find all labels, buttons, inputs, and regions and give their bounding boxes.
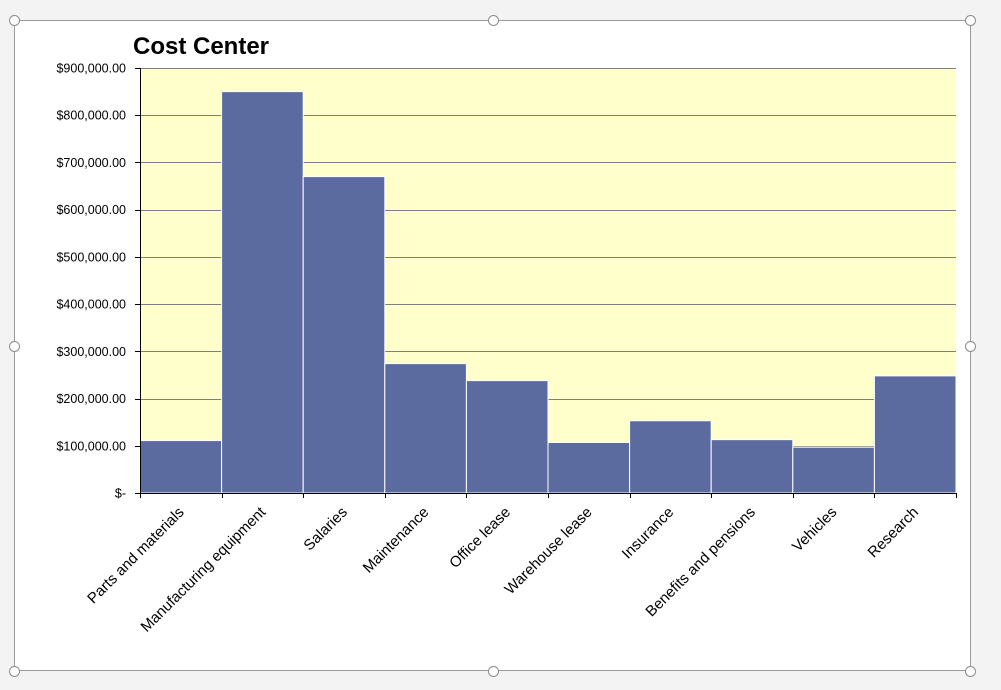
resize-handle-top-middle[interactable] [488, 15, 499, 26]
bar-4 [384, 363, 467, 494]
resize-handle-bottom-middle[interactable] [488, 666, 499, 677]
y-tick-label-2: $200,000.00 [56, 392, 126, 406]
y-tick-label-5: $500,000.00 [56, 250, 126, 264]
cost-center-chart: Cost Center $- $100,000.00 $200,000.00 $300… [56, 33, 957, 636]
bar-10 [873, 375, 957, 494]
resize-handle-top-right[interactable] [965, 15, 976, 26]
bar-8 [710, 439, 794, 494]
x-tick-label-3: Salaries [300, 504, 350, 554]
chart-frame[interactable]: Cost Center $- $100,000.00 $200,000.00 $300… [14, 20, 971, 671]
y-tick-label-8: $800,000.00 [56, 109, 126, 123]
resize-handle-middle-right[interactable] [965, 341, 976, 352]
x-tick-label-9: Vehicles [789, 504, 841, 556]
bar-6 [547, 441, 631, 494]
chart-title: Cost Center [133, 33, 269, 60]
x-tick-label-7: Insurance [619, 504, 678, 563]
y-tick-label-7: $700,000.00 [56, 156, 126, 170]
y-tick-label-0: $- [115, 487, 126, 501]
bar-7 [629, 420, 712, 494]
x-tick-label-6: Warehouse lease [501, 504, 595, 598]
bars [139, 91, 957, 494]
x-tick-label-4: Maintenance [360, 504, 433, 577]
bar-3 [302, 176, 386, 494]
resize-handle-middle-left[interactable] [9, 341, 20, 352]
bar-2 [221, 91, 304, 494]
axes [135, 68, 957, 498]
x-tick-label-5: Office lease [446, 504, 514, 572]
y-tick-label-9: $900,000.00 [56, 62, 126, 76]
y-tick-label-3: $300,000.00 [56, 345, 126, 359]
y-tick-label-4: $400,000.00 [56, 298, 126, 312]
resize-handle-top-left[interactable] [9, 15, 20, 26]
resize-handle-bottom-right[interactable] [965, 666, 976, 677]
bar-5 [465, 380, 549, 494]
x-tick-label-10: Research [865, 504, 922, 561]
bar-1 [139, 440, 223, 494]
y-tick-label-6: $600,000.00 [56, 203, 126, 217]
bar-9 [792, 446, 875, 494]
y-tick-label-1: $100,000.00 [56, 439, 126, 453]
y-tick-labels: $- $100,000.00 $200,000.00 $300,000.00 $400,… [56, 62, 126, 501]
resize-handle-bottom-left[interactable] [9, 666, 20, 677]
